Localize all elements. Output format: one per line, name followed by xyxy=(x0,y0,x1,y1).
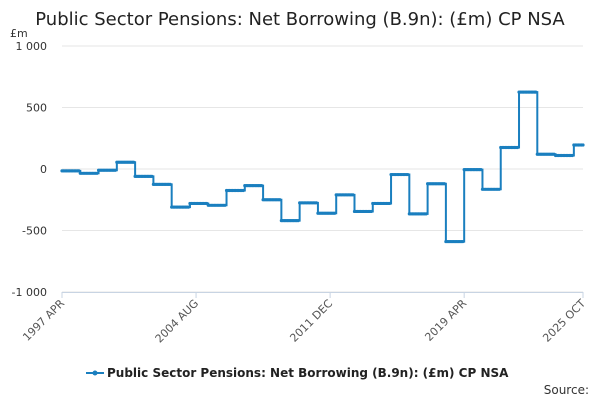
data-point[interactable] xyxy=(534,90,538,94)
chart-title: Public Sector Pensions: Net Borrowing (B… xyxy=(35,9,565,30)
source-label: Source: xyxy=(544,383,589,397)
data-point[interactable] xyxy=(186,205,191,209)
x-axis: 1997 APR 2004 AUG 2011 DEC 2019 APR 2025 OCT xyxy=(20,292,588,345)
x-tick-label: 2019 APR xyxy=(422,297,469,344)
data-point[interactable] xyxy=(351,193,355,197)
y-tick-label: -500 xyxy=(22,225,47,238)
data-point[interactable] xyxy=(278,198,282,202)
data-point[interactable] xyxy=(515,145,520,150)
data-point[interactable] xyxy=(333,211,337,215)
data-point[interactable] xyxy=(241,188,245,193)
y-tick-label: 500 xyxy=(26,102,47,115)
x-tick-label: 2025 OCT xyxy=(540,297,588,345)
data-point[interactable] xyxy=(581,143,585,147)
data-point[interactable] xyxy=(223,203,227,207)
y-tick-label: 0 xyxy=(40,163,47,176)
data-point[interactable] xyxy=(132,160,136,164)
data-point[interactable] xyxy=(387,201,392,206)
data-point[interactable] xyxy=(150,174,154,178)
series-plot xyxy=(60,90,585,244)
legend[interactable]: Public Sector Pensions: Net Borrowing (B… xyxy=(86,366,509,380)
data-point[interactable] xyxy=(369,209,373,214)
y-axis-unit-label: £m xyxy=(10,27,28,40)
data-point[interactable] xyxy=(168,182,172,186)
data-point[interactable] xyxy=(259,184,264,188)
series-line xyxy=(62,91,583,243)
x-tick-label: 2011 DEC xyxy=(287,297,335,345)
data-point[interactable] xyxy=(95,171,99,175)
y-tick-label: -1 000 xyxy=(12,286,47,299)
data-point[interactable] xyxy=(497,187,501,191)
data-point[interactable] xyxy=(424,212,428,216)
data-point[interactable] xyxy=(442,182,446,186)
data-point[interactable] xyxy=(406,172,410,177)
data-point[interactable] xyxy=(77,169,81,173)
data-point[interactable] xyxy=(314,201,319,205)
series-group xyxy=(60,90,585,244)
data-point[interactable] xyxy=(296,219,300,223)
data-point[interactable] xyxy=(461,239,465,244)
data-point[interactable] xyxy=(570,153,574,158)
y-tick-label: 1 000 xyxy=(16,40,48,53)
x-tick-label: 2004 AUG xyxy=(153,297,202,346)
legend-label: Public Sector Pensions: Net Borrowing (B… xyxy=(107,366,509,380)
x-tick-label: 1997 APR xyxy=(20,297,67,344)
gridlines xyxy=(62,45,583,293)
data-point[interactable] xyxy=(479,168,483,172)
data-point[interactable] xyxy=(113,168,117,172)
legend-swatch-marker xyxy=(92,370,98,376)
y-axis: 1 000 500 0 -500 -1 000 xyxy=(12,40,47,299)
